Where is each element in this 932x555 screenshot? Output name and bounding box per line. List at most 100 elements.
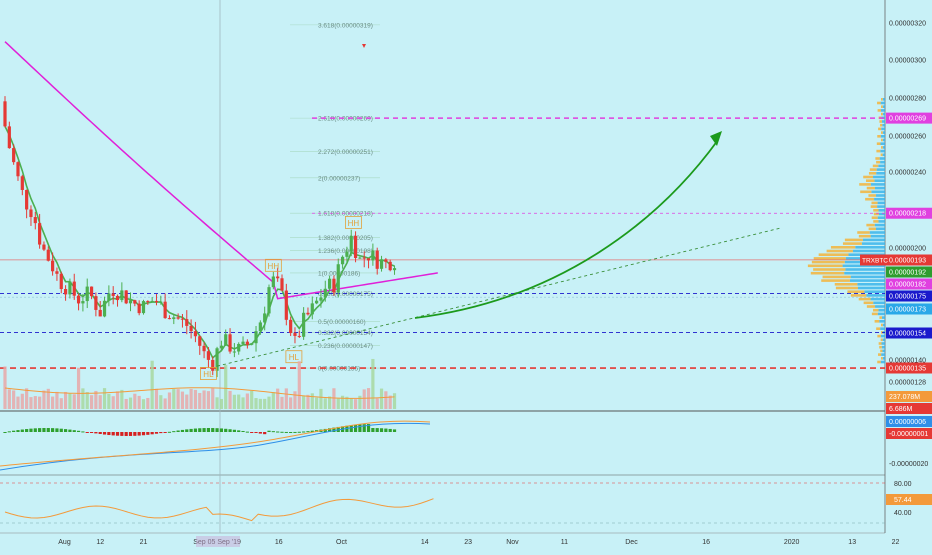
volume-profile-bar bbox=[880, 360, 885, 364]
volume-profile-bar bbox=[844, 271, 885, 275]
volume-profile-bar bbox=[876, 327, 881, 330]
x-axis-tick-label: Aug bbox=[58, 539, 71, 546]
ma-slow-line bbox=[4, 41, 438, 300]
candle-body bbox=[68, 281, 72, 295]
macd-bar bbox=[219, 428, 223, 432]
volume-profile-bar bbox=[842, 242, 862, 245]
pattern-label-box bbox=[285, 350, 303, 364]
fib-level-label: 1.236(0.00000198) bbox=[318, 248, 373, 255]
macd-bar bbox=[267, 430, 271, 432]
x-axis-tick-label: 11 bbox=[561, 539, 568, 546]
fib-level-label: 0.382(0.00000154) bbox=[318, 330, 373, 337]
volume-profile-bar bbox=[850, 294, 867, 297]
volume-bar bbox=[332, 388, 336, 409]
volume-profile-bar bbox=[881, 316, 885, 319]
candle-body bbox=[133, 300, 137, 304]
volume-profile-bar bbox=[875, 227, 885, 231]
candle-body bbox=[72, 281, 76, 296]
volume-profile-bar bbox=[876, 160, 881, 164]
volume-profile-bar bbox=[881, 331, 883, 334]
volume-bar bbox=[46, 388, 50, 409]
macd-bar bbox=[89, 432, 94, 433]
candle-body bbox=[271, 276, 275, 288]
volume-profile-bar bbox=[882, 105, 885, 108]
candle-body bbox=[3, 101, 7, 127]
macd-bar bbox=[392, 429, 397, 432]
volume-profile-bar bbox=[880, 153, 883, 157]
x-axis-tick-label: 16 bbox=[275, 539, 283, 546]
macd-bar bbox=[263, 432, 267, 435]
volume-profile-bar bbox=[881, 353, 885, 356]
macd-bar bbox=[150, 432, 154, 435]
macd-bar bbox=[29, 428, 33, 432]
macd-bar bbox=[276, 431, 280, 433]
volume-ma-line bbox=[4, 387, 395, 399]
candle-body bbox=[7, 126, 11, 149]
volume-bar bbox=[328, 396, 332, 409]
candle-body bbox=[384, 259, 388, 262]
volume-bar bbox=[16, 396, 20, 409]
volume-bar bbox=[141, 399, 146, 409]
volume-bar bbox=[38, 396, 42, 409]
macd-bar bbox=[38, 428, 42, 432]
volume-profile-bar bbox=[879, 320, 885, 323]
macd-bar bbox=[59, 428, 63, 432]
macd-bar bbox=[141, 432, 146, 436]
volume-bar bbox=[12, 390, 16, 409]
volume-profile-bar bbox=[862, 238, 885, 242]
volume-profile-bar bbox=[872, 164, 879, 168]
volume-bar bbox=[20, 393, 24, 409]
macd-bar bbox=[137, 432, 141, 436]
volume-profile-bar bbox=[877, 216, 885, 219]
volume-bar bbox=[167, 392, 172, 409]
volume-profile-bar bbox=[879, 157, 885, 160]
candle-body bbox=[297, 335, 301, 337]
candle-body bbox=[172, 317, 176, 320]
macd-axis-tick: -0.00000020 bbox=[889, 461, 928, 468]
volume-bar bbox=[102, 388, 107, 409]
volume-profile-bar bbox=[859, 183, 871, 186]
volume-profile-bar bbox=[879, 345, 882, 349]
projection-arrow bbox=[414, 139, 719, 319]
candle-body bbox=[215, 348, 219, 371]
candle-body bbox=[375, 250, 379, 269]
volume-profile-bar bbox=[880, 149, 885, 153]
macd-bar bbox=[163, 432, 167, 433]
volume-profile-bar bbox=[882, 146, 885, 149]
volume-profile-bar bbox=[807, 264, 843, 268]
volume-bar bbox=[224, 364, 228, 409]
candle-body bbox=[198, 336, 202, 346]
macd-bar bbox=[42, 428, 46, 432]
candle-body bbox=[276, 276, 280, 279]
x-axis-tick-label: 12 bbox=[96, 539, 104, 546]
candle-body bbox=[280, 278, 284, 291]
volume-bar bbox=[245, 393, 249, 409]
pattern-label: HL bbox=[289, 353, 300, 362]
candle-body bbox=[211, 359, 215, 371]
macd-bar bbox=[366, 424, 371, 432]
volume-profile-bar bbox=[881, 138, 883, 142]
volume-bar bbox=[384, 391, 388, 409]
candle-body bbox=[254, 331, 258, 344]
candle-body bbox=[120, 290, 124, 301]
macd-bar bbox=[76, 430, 81, 432]
volume-profile-bar bbox=[866, 305, 876, 308]
candle-body bbox=[189, 325, 193, 332]
macd-bar bbox=[189, 428, 193, 432]
macd-bar bbox=[271, 431, 275, 433]
macd-bar bbox=[289, 431, 293, 433]
candle-body bbox=[366, 258, 371, 261]
volume-profile-bar bbox=[880, 160, 885, 164]
volume-profile-bar bbox=[873, 212, 879, 216]
macd-bar bbox=[349, 425, 353, 432]
price-badge bbox=[886, 327, 932, 339]
macd-badge-label: -0.00000001 bbox=[889, 431, 928, 438]
volume-bar bbox=[375, 398, 379, 409]
volume-bar bbox=[94, 390, 98, 409]
volume-profile-bar bbox=[875, 194, 885, 197]
volume-profile-bar bbox=[826, 249, 853, 253]
volume-profile-bar bbox=[882, 153, 885, 157]
volume-profile-bar bbox=[868, 172, 877, 175]
